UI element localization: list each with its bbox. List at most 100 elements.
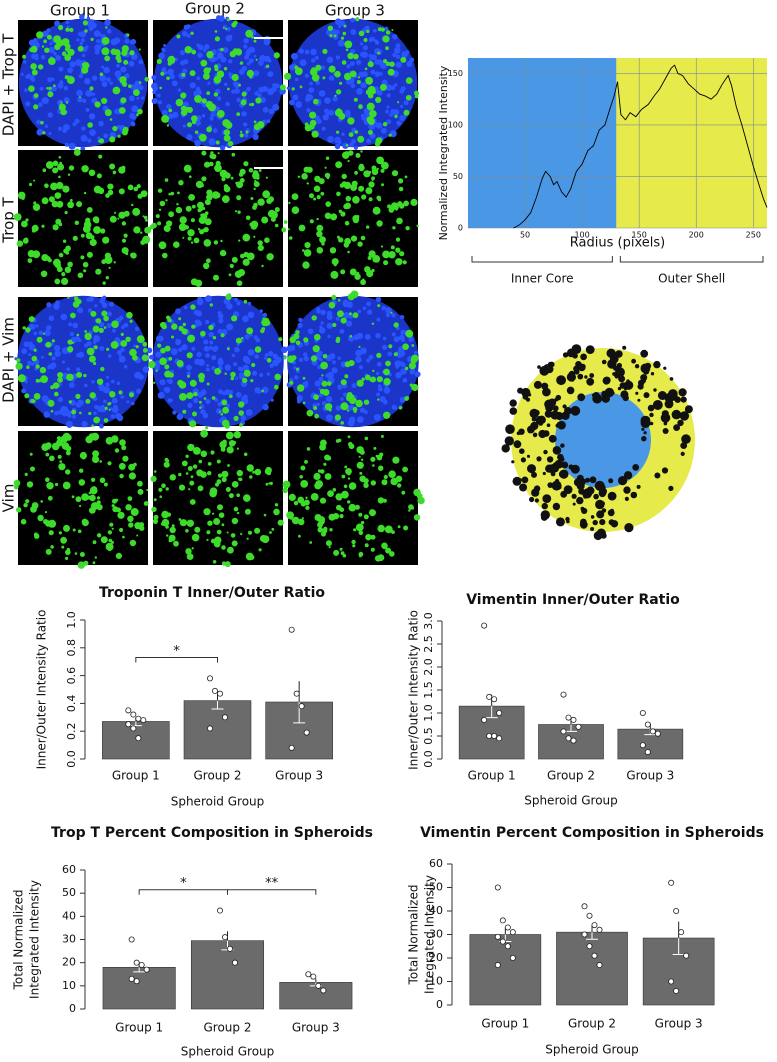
cell [298,317,303,323]
cell [377,59,383,65]
micrograph [282,431,425,565]
cell [202,102,207,108]
data-point [494,962,501,969]
cell [200,213,208,220]
cell [347,477,351,480]
cell [196,119,200,123]
cell [389,61,395,67]
cell [322,353,328,359]
cell [335,89,342,95]
y-tick-label: 30 [62,933,76,946]
stain-blob [607,509,615,517]
cell [347,52,354,60]
cell [181,72,186,77]
cell [79,14,85,20]
cell [364,333,371,340]
cell [65,250,70,255]
stain-blob [589,373,595,378]
cell [223,67,228,71]
cell [17,374,26,383]
cell [40,500,43,503]
cell [89,392,96,399]
cell [395,237,401,242]
cell [118,107,126,114]
cell [328,109,335,116]
cell [152,518,158,525]
cell [325,540,332,547]
cell [283,356,287,360]
stain-blob [640,349,649,358]
cell [368,250,376,258]
data-point [509,929,516,936]
cell [347,500,351,504]
data-point [649,728,656,735]
cell [297,518,305,526]
cell [345,48,349,52]
cell [178,223,187,232]
cell [346,320,353,327]
cell [325,156,330,160]
cell [344,465,348,469]
cell [29,452,33,456]
cell [306,182,309,185]
x-axis-label: Spheroid Group [524,794,618,808]
cell [75,393,81,399]
cell [344,220,350,226]
cell [28,182,33,187]
cell [137,488,144,495]
data-point [125,721,132,728]
cell [43,39,47,44]
cell [389,112,394,117]
cell [204,44,210,50]
cell [413,514,421,521]
cell [118,166,126,174]
cell [331,258,339,266]
cell [403,109,410,116]
data-point [654,730,661,737]
cell [79,31,87,38]
chart-title: Vimentin Inner/Outer Ratio [466,592,680,608]
data-point [125,707,132,714]
cell [81,519,89,527]
cell [417,496,425,505]
cell [93,185,102,194]
cell [268,196,274,203]
cell [159,200,166,207]
cell [250,102,255,107]
cell [306,108,311,113]
stain-blob [529,496,535,503]
cell [21,348,28,355]
cell [386,119,392,125]
cell [166,76,170,80]
cell [293,500,299,506]
cell [338,237,344,243]
cell [347,150,354,156]
cell [219,145,226,151]
cell [348,482,357,490]
cell [86,341,92,347]
cell [254,527,261,534]
cell [218,512,225,518]
cell [48,196,55,203]
cell [62,239,67,243]
cell [253,54,257,58]
cell [302,249,305,252]
cell [166,220,173,227]
data-point [644,721,651,728]
cell [384,26,389,31]
cell [387,204,392,209]
cell [355,356,362,363]
cell [243,161,249,167]
cell [354,171,358,175]
cell [376,352,382,358]
cell [158,208,162,211]
cell [168,108,173,113]
cell [26,481,34,488]
cell [36,31,44,39]
cell [335,405,342,411]
cell [98,154,103,159]
cell [305,505,310,510]
cell [368,53,373,59]
stain-blob [572,353,578,359]
cell [140,231,143,234]
